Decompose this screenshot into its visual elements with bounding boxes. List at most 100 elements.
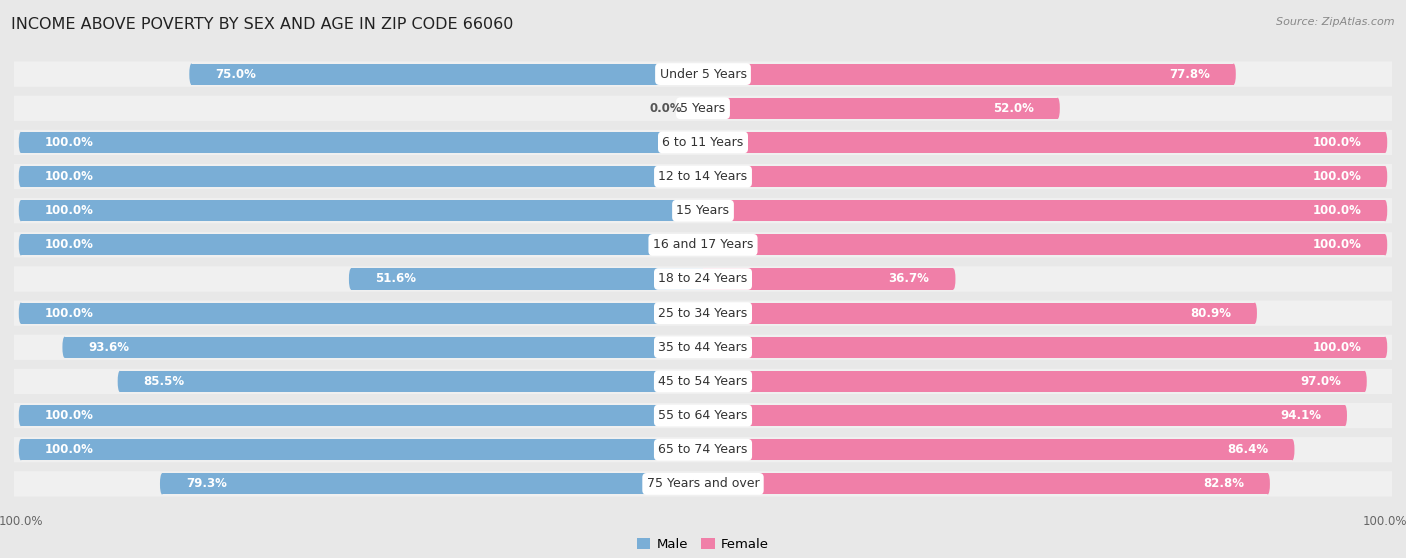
Bar	[703, 336, 1385, 358]
Circle shape	[1362, 371, 1367, 392]
Circle shape	[18, 302, 22, 324]
Bar	[352, 268, 703, 290]
Text: 86.4%: 86.4%	[1227, 443, 1268, 456]
Circle shape	[18, 234, 22, 256]
Legend: Male, Female: Male, Female	[631, 532, 775, 556]
Bar	[703, 234, 1385, 256]
Text: Source: ZipAtlas.com: Source: ZipAtlas.com	[1277, 17, 1395, 27]
Bar	[703, 439, 1292, 460]
Text: 16 and 17 Years: 16 and 17 Years	[652, 238, 754, 251]
Text: 12 to 14 Years: 12 to 14 Years	[658, 170, 748, 183]
Circle shape	[1384, 166, 1388, 187]
Circle shape	[1265, 473, 1270, 494]
Circle shape	[190, 64, 194, 85]
Circle shape	[18, 200, 22, 222]
Bar	[703, 371, 1365, 392]
Bar	[21, 132, 703, 153]
Text: 5 Years: 5 Years	[681, 102, 725, 115]
FancyBboxPatch shape	[7, 472, 1399, 497]
FancyBboxPatch shape	[7, 61, 1399, 86]
Circle shape	[18, 439, 22, 460]
Bar	[703, 405, 1346, 426]
Circle shape	[62, 336, 66, 358]
FancyBboxPatch shape	[7, 198, 1399, 223]
Circle shape	[1232, 64, 1236, 85]
Bar	[21, 405, 703, 426]
Bar	[21, 439, 703, 460]
Text: 100.0%: 100.0%	[45, 204, 94, 217]
Bar	[703, 98, 1057, 119]
Bar	[21, 200, 703, 222]
Text: 100.0%: 100.0%	[1312, 136, 1361, 149]
Circle shape	[1384, 200, 1388, 222]
FancyBboxPatch shape	[7, 164, 1399, 189]
FancyBboxPatch shape	[7, 130, 1399, 155]
Circle shape	[349, 268, 353, 290]
Text: 85.5%: 85.5%	[143, 375, 184, 388]
Bar	[703, 302, 1254, 324]
Text: 100.0%: 100.0%	[45, 307, 94, 320]
Circle shape	[118, 371, 122, 392]
Bar	[21, 234, 703, 256]
Text: 100.0%: 100.0%	[45, 443, 94, 456]
Text: 100.0%: 100.0%	[45, 170, 94, 183]
FancyBboxPatch shape	[7, 335, 1399, 360]
Text: Under 5 Years: Under 5 Years	[659, 68, 747, 80]
Text: 18 to 24 Years: 18 to 24 Years	[658, 272, 748, 286]
Text: 80.9%: 80.9%	[1189, 307, 1232, 320]
Text: 75.0%: 75.0%	[215, 68, 256, 80]
Bar	[703, 473, 1268, 494]
Text: 77.8%: 77.8%	[1168, 68, 1209, 80]
Bar	[703, 166, 1385, 187]
Text: 94.1%: 94.1%	[1279, 409, 1322, 422]
Text: 97.0%: 97.0%	[1301, 375, 1341, 388]
Text: 52.0%: 52.0%	[993, 102, 1033, 115]
FancyBboxPatch shape	[7, 232, 1399, 257]
Text: 79.3%: 79.3%	[186, 478, 226, 490]
Text: 93.6%: 93.6%	[89, 341, 129, 354]
Text: 100.0%: 100.0%	[1312, 238, 1361, 251]
Text: 100.0%: 100.0%	[1312, 204, 1361, 217]
Text: INCOME ABOVE POVERTY BY SEX AND AGE IN ZIP CODE 66060: INCOME ABOVE POVERTY BY SEX AND AGE IN Z…	[11, 17, 513, 32]
Bar	[21, 166, 703, 187]
Text: 15 Years: 15 Years	[676, 204, 730, 217]
Text: 100.0%: 100.0%	[45, 409, 94, 422]
Bar	[703, 64, 1233, 85]
FancyBboxPatch shape	[7, 369, 1399, 394]
Text: 65 to 74 Years: 65 to 74 Years	[658, 443, 748, 456]
Text: 75 Years and over: 75 Years and over	[647, 478, 759, 490]
FancyBboxPatch shape	[7, 301, 1399, 326]
Text: 100.0%: 100.0%	[45, 238, 94, 251]
Circle shape	[1384, 132, 1388, 153]
Bar	[703, 132, 1385, 153]
Text: 82.8%: 82.8%	[1204, 478, 1244, 490]
Bar	[120, 371, 703, 392]
Circle shape	[1343, 405, 1347, 426]
Bar	[703, 200, 1385, 222]
Text: 35 to 44 Years: 35 to 44 Years	[658, 341, 748, 354]
Circle shape	[18, 405, 22, 426]
Bar	[703, 268, 953, 290]
Circle shape	[160, 473, 165, 494]
Circle shape	[952, 268, 956, 290]
Bar	[21, 302, 703, 324]
Text: 100.0%: 100.0%	[45, 136, 94, 149]
FancyBboxPatch shape	[7, 437, 1399, 463]
Text: 25 to 34 Years: 25 to 34 Years	[658, 307, 748, 320]
FancyBboxPatch shape	[7, 95, 1399, 121]
FancyBboxPatch shape	[7, 403, 1399, 428]
Circle shape	[18, 132, 22, 153]
Circle shape	[1253, 302, 1257, 324]
FancyBboxPatch shape	[7, 266, 1399, 292]
Bar	[191, 64, 703, 85]
Text: 51.6%: 51.6%	[375, 272, 416, 286]
Text: 6 to 11 Years: 6 to 11 Years	[662, 136, 744, 149]
Text: 55 to 64 Years: 55 to 64 Years	[658, 409, 748, 422]
Circle shape	[1384, 234, 1388, 256]
Text: 100.0%: 100.0%	[1312, 341, 1361, 354]
Text: 36.7%: 36.7%	[889, 272, 929, 286]
Text: 45 to 54 Years: 45 to 54 Years	[658, 375, 748, 388]
Circle shape	[1291, 439, 1295, 460]
Text: 100.0%: 100.0%	[1312, 170, 1361, 183]
Circle shape	[1056, 98, 1060, 119]
